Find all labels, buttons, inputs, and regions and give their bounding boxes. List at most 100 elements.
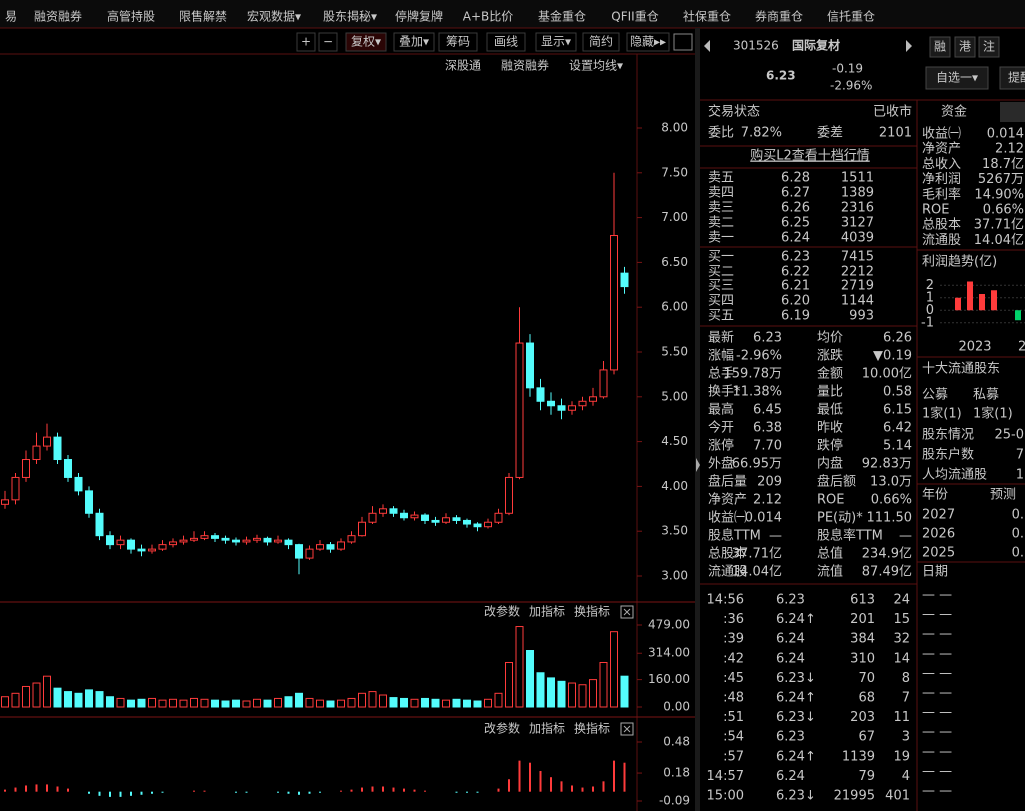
toolbar-button[interactable] (345, 32, 387, 52)
stat-label: 最新 (708, 330, 734, 346)
flag-label[interactable]: 注 (983, 39, 995, 54)
price-axis-label: 4.00 (661, 479, 688, 493)
menu-item[interactable]: 融资融券 (34, 9, 82, 24)
menu-item[interactable]: 信托重仓 (827, 10, 875, 24)
panel-tool[interactable]: 加指标 (529, 604, 565, 619)
menu-item[interactable]: 社保重仓 (683, 9, 731, 24)
watch-button[interactable] (925, 66, 989, 90)
flag-button[interactable] (954, 36, 976, 58)
stat-value: 13.0万 (870, 475, 912, 490)
candle-body (358, 521, 366, 537)
panel-tool[interactable]: 加指标 (529, 721, 565, 736)
tick-volume: 1139 (842, 749, 875, 764)
menu-item[interactable]: 股东揭秘▾ (323, 9, 377, 24)
flag-button[interactable] (978, 36, 1000, 58)
stat-value: 6.38 (753, 421, 782, 436)
toolbar-label[interactable]: 画线 (494, 35, 518, 49)
splitter-arrow[interactable] (696, 458, 700, 472)
candle-body (242, 539, 251, 543)
toolbar-button[interactable] (318, 32, 338, 52)
stat-label: 跌停 (817, 438, 843, 454)
panel-tool[interactable]: 改参数 (484, 721, 520, 736)
tab[interactable]: 资金 (941, 104, 967, 120)
price-axis-label: 4.50 (661, 434, 688, 448)
toolbar-label[interactable]: 显示▾ (541, 35, 571, 49)
menu-item[interactable]: 停牌复牌 (395, 9, 443, 24)
toolbar-button[interactable] (393, 32, 435, 52)
stat-label: 股息率TTM (817, 528, 883, 544)
profit-bar (967, 281, 973, 311)
menu-item[interactable]: QFII重仓 (611, 10, 658, 24)
empty-row: — — (922, 784, 952, 799)
stat-value: — (769, 529, 782, 544)
next-stock[interactable] (906, 40, 912, 52)
toolbar-button[interactable] (582, 32, 620, 52)
panel-tool[interactable]: 换指标 (574, 604, 610, 619)
menu-item[interactable]: 限售解禁 (179, 9, 227, 24)
volume-bar (515, 626, 524, 708)
toolbar-label[interactable]: 筹码 (446, 35, 470, 49)
stat-label: 总股本 (708, 547, 747, 562)
toolbar-label[interactable]: 简约 (589, 34, 613, 49)
menu-item[interactable]: 易 (5, 10, 17, 24)
candle-body (316, 544, 324, 550)
menu-item[interactable]: 宏观数据▾ (247, 9, 301, 24)
tick-price: 6.23 (776, 593, 805, 608)
fin-value: 14.04亿 (974, 233, 1024, 248)
toolbar-button[interactable] (626, 32, 670, 52)
stat-value: 159.78万 (724, 367, 783, 382)
remind-button[interactable] (999, 66, 1025, 90)
splitter[interactable] (695, 28, 700, 811)
fin-label: 净资产 (922, 142, 961, 157)
last-price: 6.23 (766, 69, 796, 83)
close-panel[interactable] (620, 605, 634, 619)
menu-item[interactable]: 券商重仓 (755, 9, 803, 24)
tick-time: :45 (723, 671, 744, 686)
fullscreen-button[interactable] (673, 33, 693, 51)
volume-bar (116, 697, 125, 708)
menu-item[interactable]: 高管持股 (107, 9, 155, 24)
stat-value: 0.66% (871, 493, 912, 508)
sub-toolbar-item[interactable]: 融资融券 (501, 58, 549, 73)
close-panel[interactable] (620, 722, 634, 736)
flag-button[interactable] (929, 36, 951, 58)
remind-label[interactable]: 提醒 (1008, 70, 1025, 85)
sub-toolbar-item[interactable]: 深股通 (445, 59, 481, 73)
prev-stock[interactable] (704, 40, 710, 52)
toolbar-label[interactable]: 叠加▾ (399, 35, 429, 49)
price-axis-label: 7.50 (661, 165, 688, 179)
panel-tool[interactable]: 改参数 (484, 604, 520, 619)
flag-label[interactable]: 融 (934, 40, 946, 54)
toolbar-label[interactable]: 复权▾ (351, 35, 381, 49)
volume-bar (295, 692, 303, 708)
candle-body (547, 400, 555, 407)
toolbar-button[interactable] (486, 32, 526, 52)
volume-bar (473, 700, 482, 708)
price-axis-label: 3.50 (661, 524, 688, 538)
volume-bar (85, 689, 93, 708)
toolbar-label[interactable]: 隐藏▸▸ (630, 35, 666, 49)
l2-link[interactable]: 购买L2查看十档行情 (750, 148, 870, 164)
book-volume: 1389 (841, 186, 874, 201)
flag-label[interactable]: 港 (959, 40, 971, 54)
stat-label: 流值 (817, 564, 843, 580)
sub-toolbar-item[interactable]: 设置均线▾ (569, 59, 623, 73)
menu-item[interactable]: 基金重仓 (538, 9, 586, 24)
volume-bar (127, 699, 135, 708)
tab-bg (1000, 102, 1025, 122)
toolbar-button[interactable] (296, 32, 316, 52)
forecast-head: 年份 (922, 488, 948, 503)
panel-tool[interactable]: 换指标 (574, 721, 610, 736)
menu-item[interactable]: A+B比价 (463, 10, 514, 24)
toolbar-label[interactable]: − (323, 35, 333, 49)
price-axis-label: 5.00 (661, 389, 688, 403)
candle-body (106, 535, 114, 546)
holder-label: 股东户数 (922, 447, 974, 463)
watch-label[interactable]: 自选一▾ (936, 71, 978, 85)
candle-body (64, 459, 72, 478)
toolbar-button[interactable] (438, 32, 478, 52)
toolbar-label[interactable]: + (301, 35, 311, 49)
toolbar-button[interactable] (535, 32, 577, 52)
volume-bar (431, 698, 440, 708)
